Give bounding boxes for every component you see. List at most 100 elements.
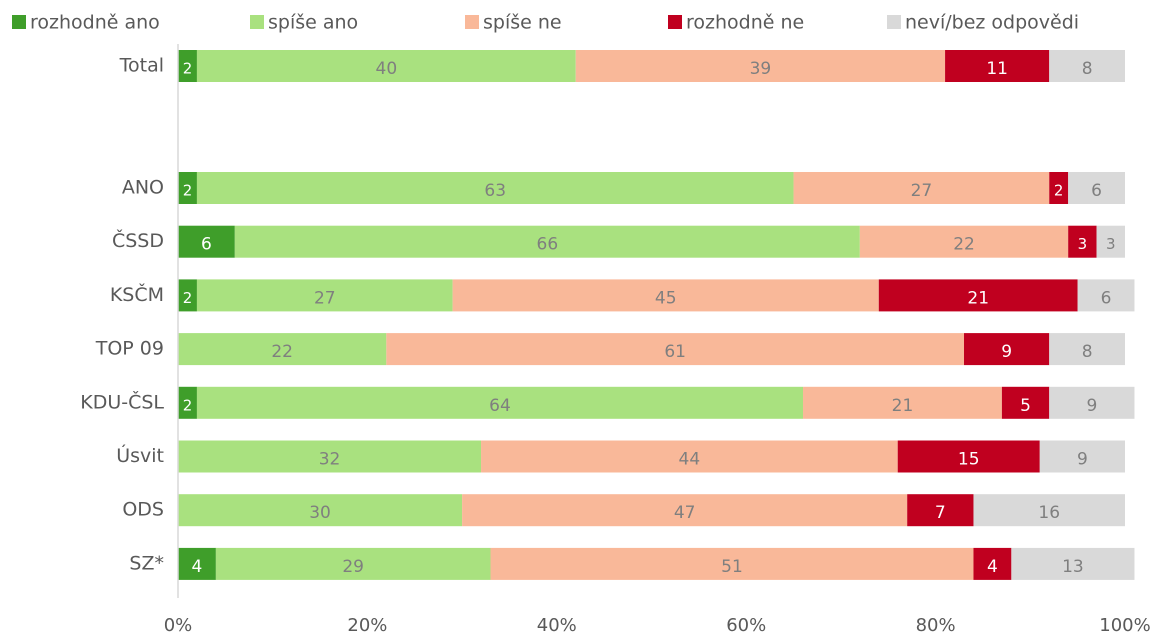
bar-segment xyxy=(1001,386,1050,419)
data-label: 27 xyxy=(314,288,336,308)
data-label: 9 xyxy=(1077,450,1088,470)
data-label: 63 xyxy=(484,181,506,201)
y-tick-label: KSČM xyxy=(110,282,164,306)
bar-segment xyxy=(1049,333,1125,366)
data-label: 22 xyxy=(953,235,975,255)
bar-segment xyxy=(386,333,965,366)
legend-swatch xyxy=(12,15,26,29)
bar-segment xyxy=(196,386,804,419)
bar-segment xyxy=(196,279,453,312)
bar-segment xyxy=(196,172,794,204)
data-label: 29 xyxy=(342,557,364,577)
data-label: 44 xyxy=(679,450,701,470)
bar-segment xyxy=(1068,172,1125,204)
data-label: 30 xyxy=(309,503,331,523)
bar-segment xyxy=(178,279,197,312)
bar-segment xyxy=(1096,225,1125,258)
bar-segment xyxy=(178,333,387,366)
data-label: 3 xyxy=(1106,235,1116,253)
legend-label: spíše ne xyxy=(483,12,562,34)
bar-segment xyxy=(178,50,197,82)
data-label: 7 xyxy=(935,503,946,523)
bar-segment xyxy=(973,494,1125,527)
legend-label: neví/bez odpovědi xyxy=(905,12,1079,34)
x-tick-label: 80% xyxy=(916,615,956,636)
bar-segment xyxy=(1049,386,1135,419)
data-label: 2 xyxy=(183,60,193,78)
data-label: 2 xyxy=(183,289,193,307)
bar-segment xyxy=(481,440,898,473)
data-label: 2 xyxy=(183,396,193,414)
y-tick-label: Úsvit xyxy=(116,443,164,467)
y-tick-label: ODS xyxy=(122,499,164,521)
bar-segment xyxy=(1011,547,1135,580)
bar-segment xyxy=(1049,172,1069,204)
data-label: 9 xyxy=(1001,342,1012,362)
bar-segment xyxy=(1039,440,1125,473)
data-label: 61 xyxy=(664,342,686,362)
data-label: 47 xyxy=(674,503,696,523)
data-label: 13 xyxy=(1062,557,1084,577)
bar-segment xyxy=(878,279,1078,312)
data-label: 64 xyxy=(489,396,511,416)
y-tick-label: ANO xyxy=(122,177,164,199)
bar-segment xyxy=(490,547,974,580)
x-tick-label: 0% xyxy=(164,615,193,636)
data-label: 40 xyxy=(376,59,398,79)
data-label: 4 xyxy=(987,557,998,577)
data-label: 9 xyxy=(1086,396,1097,416)
bar-segment xyxy=(462,494,908,527)
y-tick-label: KDU-ČSL xyxy=(80,389,164,413)
data-label: 15 xyxy=(958,450,980,470)
bar-segment xyxy=(178,494,463,527)
data-label: 2 xyxy=(183,182,193,200)
data-label: 6 xyxy=(1101,288,1112,308)
legend-swatch xyxy=(465,15,479,29)
bar-segment xyxy=(178,440,482,473)
y-tick-label: Total xyxy=(119,55,164,77)
data-label: 66 xyxy=(537,235,559,255)
bar-segment xyxy=(964,333,1050,366)
data-label: 45 xyxy=(655,288,677,308)
x-tick-label: 60% xyxy=(726,615,766,636)
data-label: 2 xyxy=(1054,182,1064,200)
data-label: 22 xyxy=(271,342,293,362)
legend-swatch xyxy=(250,15,264,29)
bar-segment xyxy=(973,547,1012,580)
bar-segment xyxy=(575,50,946,82)
bar-segment xyxy=(1049,50,1125,82)
data-label: 3 xyxy=(1078,235,1088,253)
legend-label: rozhodně ne xyxy=(686,12,804,34)
bar-segment xyxy=(215,547,491,580)
y-tick-label: TOP 09 xyxy=(95,338,164,360)
bar-segment xyxy=(1068,225,1097,258)
bar-segment xyxy=(178,225,235,258)
x-tick-label: 40% xyxy=(537,615,577,636)
data-label: 32 xyxy=(319,450,341,470)
data-label: 39 xyxy=(750,59,772,79)
y-tick-label: ČSSD xyxy=(112,228,164,252)
bar-segment xyxy=(803,386,1002,419)
data-label: 4 xyxy=(192,557,203,577)
bar-segment xyxy=(178,547,216,580)
legend-label: rozhodně ano xyxy=(30,12,160,34)
bar-segment xyxy=(234,225,860,258)
data-label: 27 xyxy=(911,181,933,201)
bar-segment xyxy=(452,279,879,312)
legend-swatch xyxy=(887,15,901,29)
data-label: 21 xyxy=(892,396,914,416)
bar-segment xyxy=(1077,279,1135,312)
legend-label: spíše ano xyxy=(268,12,358,34)
bar-segment xyxy=(945,50,1050,82)
bar-segment xyxy=(178,386,197,419)
data-label: 11 xyxy=(986,59,1008,79)
data-label: 16 xyxy=(1038,503,1060,523)
bar-segment xyxy=(897,440,1040,473)
data-label: 8 xyxy=(1082,342,1093,362)
bar-segment xyxy=(907,494,974,527)
data-label: 6 xyxy=(201,235,212,255)
data-label: 51 xyxy=(721,557,743,577)
data-label: 8 xyxy=(1082,59,1093,79)
data-label: 5 xyxy=(1020,396,1031,416)
